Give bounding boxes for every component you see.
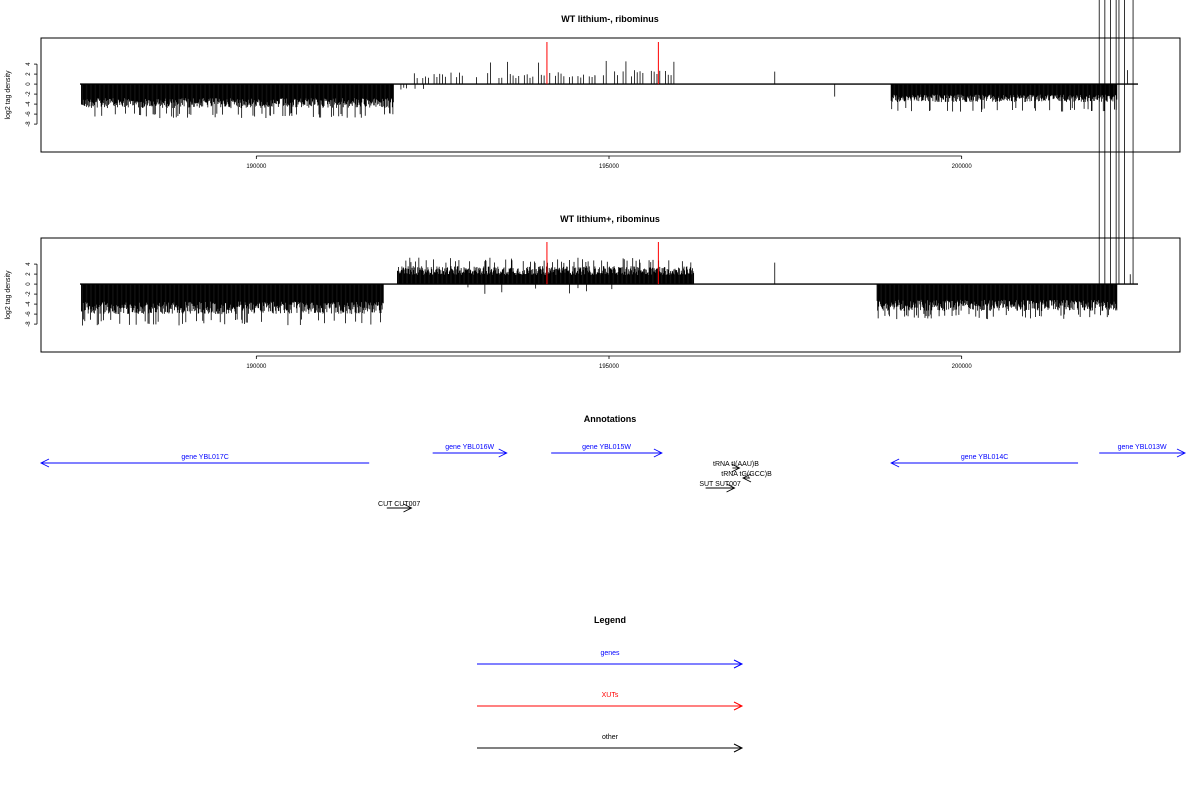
- data-bars: [81, 60, 1128, 119]
- feature-label: tRNA tI(AAU)B: [713, 461, 759, 468]
- feature-label: CUT CUT007: [378, 501, 420, 508]
- arrow-head: [653, 448, 663, 458]
- annotation-feature: CUT CUT007: [378, 501, 420, 513]
- legend-title: Legend: [594, 615, 626, 625]
- y-tick-label: 2: [26, 72, 32, 76]
- feature-label: gene YBL013W: [1118, 444, 1167, 451]
- y-tick-label: -2: [26, 291, 32, 297]
- y-tick-label: -6: [26, 111, 32, 117]
- chart-title: WT lithium+, ribominus: [560, 214, 660, 224]
- legend-arrow-head: [733, 659, 744, 669]
- legend-label: genes: [600, 650, 620, 657]
- feature-label: gene YBL014C: [961, 454, 1008, 461]
- y-tick-label: -8: [26, 121, 32, 127]
- annotation-feature: tRNA tI(AAU)B: [713, 461, 759, 473]
- annotation-feature: gene YBL014C: [890, 454, 1079, 468]
- y-tick-label: 4: [26, 62, 32, 66]
- annotation-feature: gene YBL017C: [39, 454, 370, 468]
- legend-entry: genes: [477, 650, 744, 669]
- panel-lithium-plus: WT lithium+, ribominus 4 2 0 -2 -4 -6 -8 log2 ta…: [5, 0, 1181, 370]
- arrow-head: [742, 473, 752, 483]
- y-axis-label: log2 tag density: [5, 270, 12, 320]
- feature-label: gene YBL017C: [181, 454, 228, 461]
- x-tick-label: 200000: [952, 164, 973, 170]
- y-tick-label: 4: [26, 262, 32, 266]
- legend-entry: XUTs: [477, 692, 744, 711]
- data-bars: [81, 0, 1134, 326]
- annotation-feature: tRNA tG(GCC)B: [721, 471, 772, 483]
- y-tick-label: -4: [26, 101, 32, 107]
- annotation-feature: gene YBL015W: [551, 444, 663, 458]
- arrow-head: [890, 458, 900, 468]
- legend-label: other: [602, 734, 619, 741]
- arrow-head: [39, 458, 50, 468]
- annotations-track: Annotations gene YBL017C gene YBL016W gene …: [39, 414, 1187, 513]
- panel-lithium-minus: WT lithium-, ribominus 4 2 0 -2 -4 -6 -8 log2 ta…: [5, 14, 1181, 170]
- legend-entry: other: [477, 734, 744, 753]
- annotations-title: Annotations: [584, 414, 637, 424]
- y-tick-label: 0: [26, 282, 32, 286]
- annotation-feature: gene YBL013W: [1099, 444, 1187, 458]
- legend: Legend genes XUTs other: [477, 615, 744, 753]
- y-axis-label: log2 tag density: [5, 70, 12, 120]
- y-tick-label: -4: [26, 301, 32, 307]
- arrow-head: [726, 483, 736, 493]
- annotation-feature: gene YBL016W: [432, 444, 508, 458]
- x-tick-label: 190000: [246, 364, 267, 370]
- legend-arrow-head: [733, 701, 744, 711]
- plot-frame: [40, 37, 1181, 153]
- y-tick-label: 0: [26, 82, 32, 86]
- plot-frame: [40, 237, 1181, 353]
- y-tick-label: -2: [26, 91, 32, 97]
- arrow-head: [1176, 448, 1187, 458]
- arrow-head: [498, 448, 508, 458]
- legend-label: XUTs: [602, 692, 619, 699]
- arrow-head: [403, 503, 413, 513]
- feature-label: SUT SUT007: [699, 481, 741, 488]
- x-tick-label: 200000: [952, 364, 973, 370]
- feature-label: gene YBL016W: [445, 444, 494, 451]
- feature-label: tRNA tG(GCC)B: [721, 471, 772, 478]
- arrow-head: [731, 463, 741, 473]
- y-tick-label: -8: [26, 321, 32, 327]
- legend-arrow-head: [733, 743, 744, 753]
- feature-label: gene YBL015W: [582, 444, 631, 451]
- chart-title: WT lithium-, ribominus: [561, 14, 659, 24]
- y-tick-label: 2: [26, 272, 32, 276]
- x-tick-label: 195000: [599, 164, 620, 170]
- x-tick-label: 190000: [246, 164, 267, 170]
- x-tick-label: 195000: [599, 364, 620, 370]
- y-tick-label: -6: [26, 311, 32, 317]
- annotation-feature: SUT SUT007: [699, 481, 741, 493]
